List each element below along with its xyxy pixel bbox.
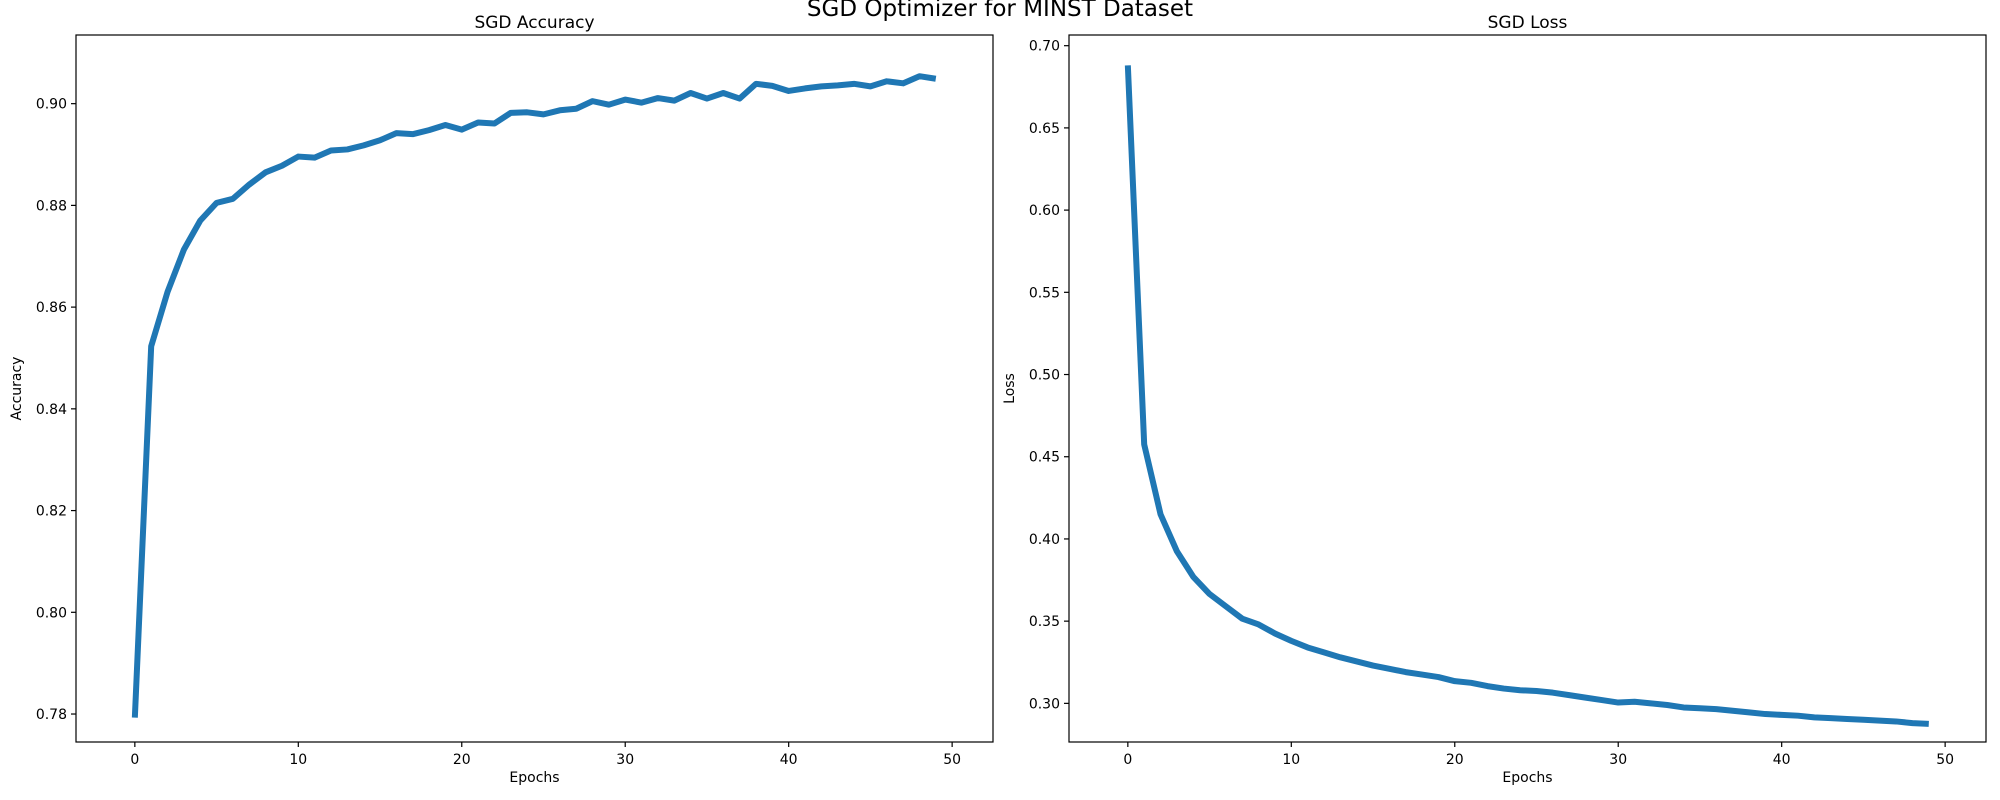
y-tick-label: 0.78 (36, 707, 67, 723)
subplot-title: SGD Loss (1488, 13, 1568, 33)
x-tick-label: 30 (616, 752, 634, 768)
axes-frame (75, 34, 994, 743)
x-axis-label: Epochs (1502, 770, 1552, 786)
x-tick-label: 20 (453, 752, 471, 768)
y-tick-label: 0.40 (1029, 532, 1060, 548)
y-tick-label: 0.86 (36, 300, 67, 316)
y-tick-label: 0.84 (36, 402, 67, 418)
series-line (1124, 65, 1929, 727)
x-tick-label: 0 (130, 752, 139, 768)
figure-title: SGD Optimizer for MINST Dataset (806, 0, 1194, 22)
y-tick-label: 0.35 (1029, 614, 1060, 630)
y-tick-label: 0.82 (36, 504, 67, 520)
axes-frame (1068, 34, 1987, 743)
x-tick-label: 10 (1282, 752, 1300, 768)
y-tick-label: 0.65 (1029, 121, 1060, 137)
y-tick-label: 0.90 (36, 97, 67, 113)
x-axis-label: Epochs (509, 770, 559, 786)
x-tick-label: 0 (1123, 752, 1132, 768)
loss-subplot: 0 10 20 30 40 50 0.30 0.35 0.40 0.45 0.50 0.55 0.60 0… (1002, 13, 1987, 786)
x-tick-label: 40 (1773, 752, 1791, 768)
y-tick-label: 0.80 (36, 605, 67, 621)
x-tick-label: 10 (289, 752, 307, 768)
x-tick-label: 50 (1936, 752, 1954, 768)
series-line (131, 73, 937, 718)
y-tick-label: 0.88 (36, 198, 67, 214)
y-tick-label: 0.50 (1029, 368, 1060, 384)
x-tick-label: 20 (1446, 752, 1464, 768)
y-tick-label: 0.70 (1029, 39, 1060, 55)
y-tick-label: 0.55 (1029, 285, 1060, 301)
y-axis-label: Loss (1002, 373, 1018, 404)
y-tick-label: 0.30 (1029, 696, 1060, 712)
y-tick-label: 0.45 (1029, 450, 1060, 466)
x-tick-label: 50 (943, 752, 961, 768)
x-tick-label: 30 (1609, 752, 1627, 768)
x-tick-label: 40 (780, 752, 798, 768)
y-tick-label: 0.60 (1029, 203, 1060, 219)
subplot-title: SGD Accuracy (474, 13, 594, 33)
y-axis-label: Accuracy (9, 357, 25, 421)
accuracy-subplot: 0 10 20 30 40 50 0.78 0.80 0.82 0.84 0.86 0.88 0.90 S… (9, 13, 994, 786)
